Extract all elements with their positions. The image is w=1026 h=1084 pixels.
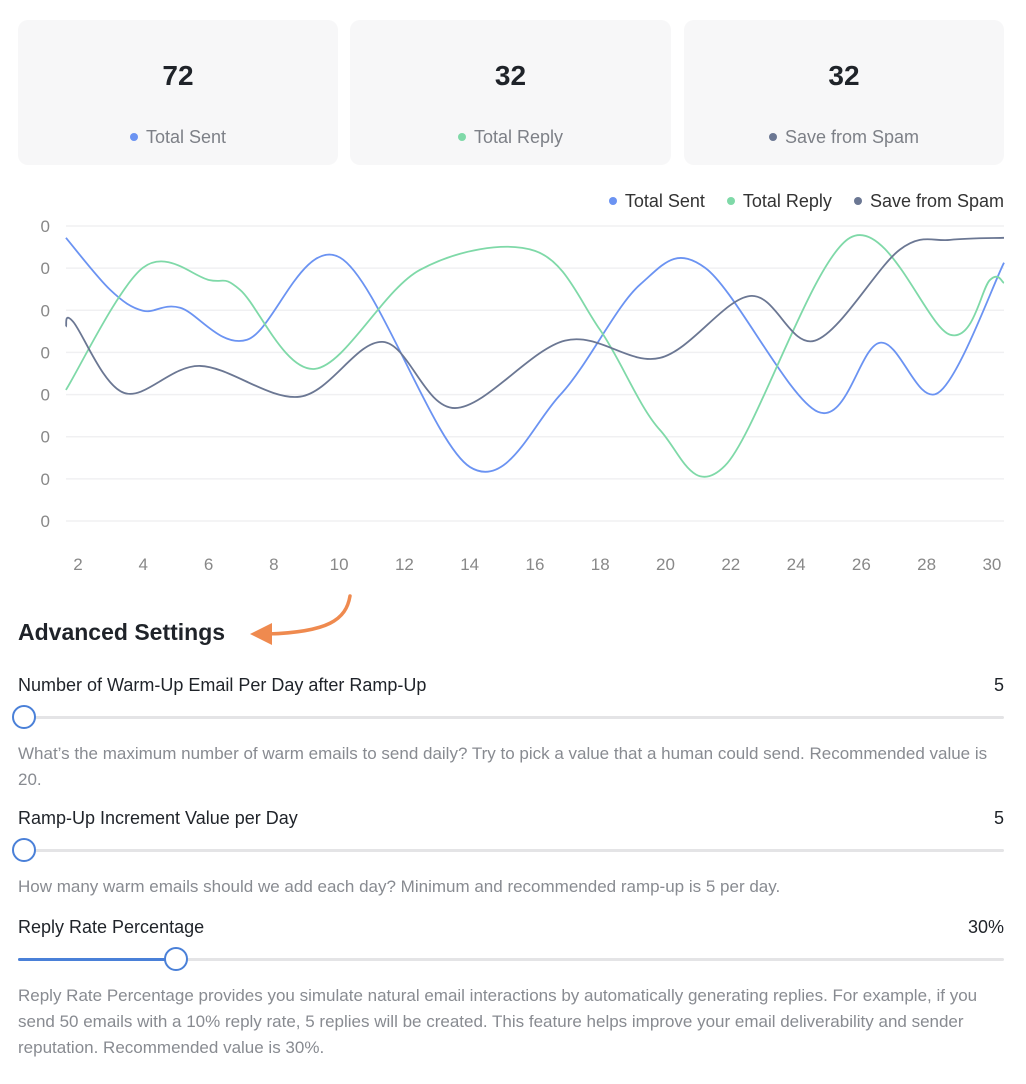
setting-description: Reply Rate Percentage provides you simul… [18,986,978,1057]
setting-value: 30% [967,917,1004,937]
series-line-total-reply [65,234,1005,478]
legend-dot-icon [853,197,862,205]
stat-card-save-from-spam: 32 Save from Spam [684,20,1004,165]
legend-label: Total Reply [742,191,832,211]
legend-label: Save from Spam [869,191,1004,211]
setting-value: 5 [993,808,1004,828]
legend-dot-icon [457,133,466,141]
x-tick-label: 16 [525,555,544,574]
stat-label: Total Sent [145,127,227,147]
stat-label: Total Reply [473,127,564,147]
section-title: Advanced Settings [18,619,226,645]
y-tick-label: 0 [41,217,50,236]
stat-card-total-sent: 72 Total Sent [18,20,338,165]
legend-dot-icon [129,133,138,141]
setting-label: Ramp-Up Increment Value per Day [18,808,298,828]
stat-value: 32 [828,60,860,91]
setting-slider[interactable] [11,705,1004,729]
x-tick-label: 10 [330,555,349,574]
slider-thumb[interactable] [163,947,188,971]
legend-dot-icon [768,133,777,141]
slider-thumb[interactable] [11,838,36,862]
y-tick-label: 0 [41,386,50,405]
x-tick-label: 30 [982,555,1001,574]
stat-card-total-reply: 32 Total Reply [350,20,671,165]
x-tick-label: 26 [852,555,871,574]
x-tick-label: 24 [787,555,806,574]
x-tick-label: 6 [204,555,213,574]
setting-label: Number of Warm-Up Email Per Day after Ra… [18,675,427,695]
x-tick-label: 8 [269,555,278,574]
x-tick-label: 2 [73,555,82,574]
x-tick-label: 28 [917,555,936,574]
setting-label: Reply Rate Percentage [18,917,205,937]
series-line-save-from-spam [65,236,1005,409]
x-tick-label: 14 [460,555,479,574]
y-tick-label: 0 [41,259,50,278]
x-tick-label: 20 [656,555,675,574]
stat-label: Save from Spam [784,127,920,147]
legend-dot-icon [608,197,617,205]
x-tick-label: 12 [395,555,414,574]
y-tick-label: 0 [41,470,50,489]
series-line-total-sent [65,237,1005,473]
setting-slider[interactable] [11,838,1004,862]
x-tick-label: 22 [721,555,740,574]
stat-value: 72 [162,60,194,91]
legend-dot-icon [726,197,735,205]
setting-description: How many warm emails should we add each … [18,877,781,896]
legend-label: Total Sent [624,191,705,211]
legend-item-total-sent[interactable]: Total Sent [608,191,705,212]
setting-value: 5 [993,675,1004,695]
x-tick-label: 18 [591,555,610,574]
arrow-annotation-icon [250,594,352,645]
y-tick-label: 0 [41,428,50,447]
x-tick-label: 4 [139,555,148,574]
legend-item-total-reply[interactable]: Total Reply [726,191,832,212]
y-tick-label: 0 [41,301,50,320]
y-tick-label: 0 [41,343,50,362]
y-tick-label: 0 [41,512,50,531]
chart-legend: Total Sent Total Reply Save from Spam [608,191,1004,212]
slider-fill [18,958,176,961]
setting-description: What’s the maximum number of warm emails… [18,744,988,789]
stat-value: 32 [494,60,527,91]
legend-item-save-from-spam[interactable]: Save from Spam [853,191,1004,212]
slider-thumb[interactable] [11,705,36,729]
setting-slider[interactable] [18,947,1004,971]
